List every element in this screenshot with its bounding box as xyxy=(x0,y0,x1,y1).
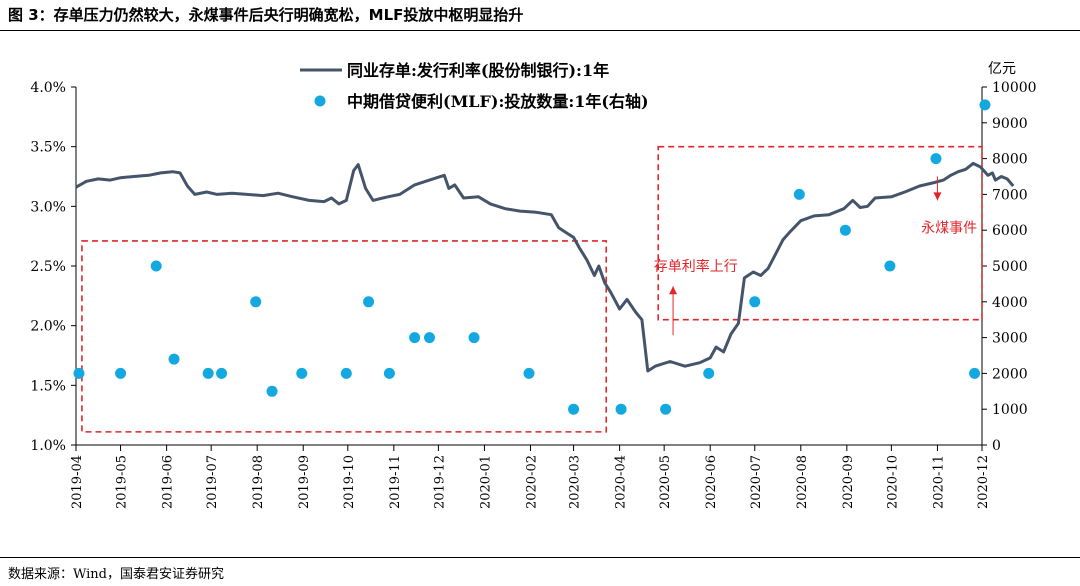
dashed-box-rate-rise-period xyxy=(657,145,983,321)
x-tick-label: 2019-07 xyxy=(205,455,220,509)
mlf-point xyxy=(969,367,981,379)
mlf-point xyxy=(979,99,991,111)
mlf-point xyxy=(73,367,85,379)
mlf-point xyxy=(703,367,715,379)
mlf-point xyxy=(468,332,480,344)
x-tick-label: 2019-08 xyxy=(251,455,266,509)
x-tick-label: 2020-04 xyxy=(614,455,629,509)
right-tick-label: 4000 xyxy=(992,295,1028,311)
right-tick-label: 5000 xyxy=(992,259,1028,275)
mlf-point xyxy=(363,296,375,308)
x-tick-label: 2019-06 xyxy=(161,455,176,509)
annotation-arrow-up-head xyxy=(669,286,678,295)
x-tick-label: 2019-11 xyxy=(388,455,403,509)
x-tick-label: 2020-01 xyxy=(478,455,493,509)
x-tick-label: 2020-10 xyxy=(885,455,900,509)
x-tick-label: 2019-10 xyxy=(342,455,357,509)
x-tick-label: 2019-04 xyxy=(70,455,85,509)
x-tick-label: 2019-09 xyxy=(297,455,312,509)
mlf-point xyxy=(749,296,761,308)
right-tick-label: 0 xyxy=(992,438,1001,454)
x-tick-label: 2020-11 xyxy=(931,455,946,509)
right-axis-unit-label: 亿元 xyxy=(988,61,1016,77)
legend-line-label: 同业存单:发行利率(股份制银行):1年 xyxy=(347,61,609,80)
annotation-cd-rate-rise: 存单利率上行 xyxy=(654,258,738,275)
mlf-point xyxy=(216,367,228,379)
scatter-series xyxy=(73,99,991,415)
line-series xyxy=(75,161,1015,373)
right-tick-label: 7000 xyxy=(992,187,1028,203)
figure-title: 图 3：存单压力仍然较大，永煤事件后央行明确宽松，MLF投放中枢明显抬升 xyxy=(8,6,524,24)
right-tick-label: 6000 xyxy=(992,223,1028,239)
mlf-point xyxy=(202,367,214,379)
title-divider xyxy=(0,30,1080,31)
left-tick-label: 2.5% xyxy=(30,259,66,275)
mlf-point xyxy=(523,367,535,379)
left-tick-label: 3.5% xyxy=(30,140,66,156)
mlf-point xyxy=(115,367,127,379)
x-tick-label: 2020-09 xyxy=(841,455,856,509)
source-divider xyxy=(0,557,1080,558)
dashed-highlight-boxes xyxy=(81,145,983,433)
figure-source: 数据来源：Wind，国泰君安证券研究 xyxy=(8,567,224,582)
mlf-point xyxy=(839,224,851,236)
left-tick-label: 1.5% xyxy=(30,378,66,394)
right-tick-label: 9000 xyxy=(992,116,1028,132)
mlf-point xyxy=(150,260,162,272)
x-tick-label: 2020-02 xyxy=(524,455,539,509)
legend-scatter-swatch xyxy=(314,95,326,107)
mlf-point xyxy=(383,367,395,379)
left-tick-label: 3.0% xyxy=(30,199,66,215)
chart-axes: 1.0% 1.5% 2.0% 2.5% 3.0% 3.5% 4.0% 0 1000 2000 300… xyxy=(30,61,1036,509)
annotation-arrow-down-head xyxy=(933,192,942,201)
mlf-point xyxy=(409,332,421,344)
x-tick-label: 2020-03 xyxy=(568,455,583,509)
dashed-box-low-rate-period xyxy=(81,240,608,433)
left-tick-label: 4.0% xyxy=(30,80,66,96)
mlf-point xyxy=(296,367,308,379)
right-tick-label: 3000 xyxy=(992,331,1028,347)
left-tick-label: 1.0% xyxy=(30,438,66,454)
annotation-yongmei-event: 永煤事件 xyxy=(921,221,977,237)
right-tick-label: 1000 xyxy=(992,402,1028,418)
mlf-point xyxy=(793,188,805,200)
mlf-point xyxy=(423,332,435,344)
x-tick-label: 2019-12 xyxy=(432,455,447,509)
mlf-point xyxy=(660,403,672,415)
left-tick-label: 2.0% xyxy=(30,319,66,335)
mlf-point xyxy=(266,385,278,397)
x-tick-label: 2020-12 xyxy=(976,455,991,509)
x-tick-label: 2020-05 xyxy=(658,455,673,509)
mlf-point xyxy=(168,353,180,365)
right-tick-label: 8000 xyxy=(992,152,1028,168)
x-tick-label: 2020-08 xyxy=(795,455,810,509)
mlf-point xyxy=(615,403,627,415)
right-tick-label: 2000 xyxy=(992,366,1028,382)
x-tick-label: 2019-05 xyxy=(115,455,130,509)
annotations: 存单利率上行 永煤事件 xyxy=(654,176,977,336)
interbank-cd-rate-line xyxy=(75,161,1015,373)
x-tick-label: 2020-06 xyxy=(704,455,719,509)
legend-scatter-label: 中期借贷便利(MLF):投放数量:1年(右轴) xyxy=(347,92,649,111)
mlf-point xyxy=(884,260,896,272)
mlf-point xyxy=(930,153,942,165)
right-tick-label: 10000 xyxy=(992,80,1037,96)
mlf-point xyxy=(568,403,580,415)
mlf-point xyxy=(340,367,352,379)
legend: 同业存单:发行利率(股份制银行):1年中期借贷便利(MLF):投放数量:1年(右… xyxy=(300,61,649,111)
x-tick-label: 2020-07 xyxy=(749,455,764,509)
mlf-point xyxy=(250,296,262,308)
